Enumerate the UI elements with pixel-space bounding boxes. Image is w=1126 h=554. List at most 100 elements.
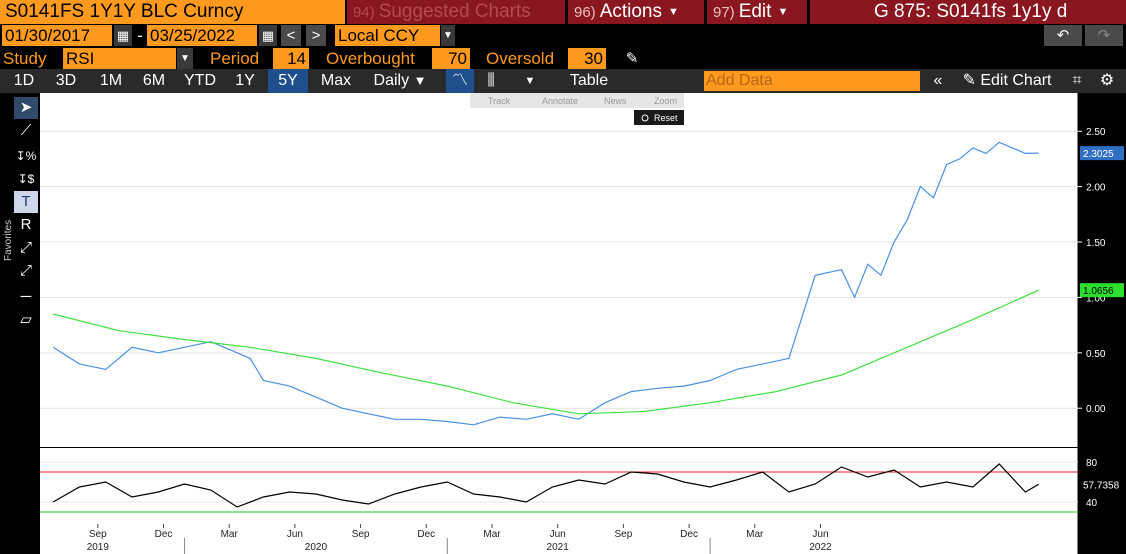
price-tick-label: 1.00 [1086, 293, 1106, 304]
price-tool-icon[interactable]: ↧$ [17, 172, 35, 186]
cursor-icon[interactable]: ➤ [14, 97, 38, 119]
start-date-field[interactable]: 01/30/2017 [2, 25, 112, 46]
edit-chart-button[interactable]: ✎ Edit Chart [952, 69, 1062, 93]
moving-average-tag-bg [1080, 283, 1124, 298]
price-panel-bg [40, 93, 1078, 447]
calendar-icon[interactable]: ▦ [114, 25, 132, 46]
last-price-tag-bg [1080, 146, 1124, 161]
pencil-icon[interactable]: ✎ [625, 50, 639, 67]
annotate-button[interactable]: Annotate [542, 96, 578, 106]
reset-icon [641, 114, 649, 122]
last-price-tag: 2.3025 [1083, 149, 1114, 160]
range-button-3d[interactable]: 3D [55, 72, 77, 89]
channel-icon[interactable]: ▱ [20, 311, 32, 328]
range-button-5y[interactable]: 5Y [268, 69, 308, 93]
candlestick-icon[interactable]: ⫼ [487, 72, 495, 89]
range-button-ytd[interactable]: YTD [184, 72, 216, 89]
range-toolbar [0, 69, 1126, 93]
edit-number: 97) [713, 4, 735, 21]
x-month-label: Sep [352, 529, 370, 540]
price-tick-label: 0.00 [1086, 404, 1106, 415]
next-period-button[interactable]: > [306, 25, 326, 46]
period-field[interactable]: 14 [273, 48, 309, 69]
gear-icon[interactable]: ⚙ [1099, 72, 1115, 89]
x-month-label: Sep [614, 529, 632, 540]
period-label: Period [210, 49, 260, 68]
chevron-down-icon[interactable]: ▼ [524, 75, 536, 87]
x-year-label: 2022 [809, 542, 832, 553]
range-button-1m[interactable]: 1M [99, 72, 123, 89]
x-month-label: Jun [812, 529, 828, 540]
range-button-1d[interactable]: 1D [13, 72, 35, 89]
pencil-icon: ✎ [962, 72, 976, 89]
actions-button[interactable]: 96) Actions ▼ [568, 0, 704, 24]
regression-icon[interactable]: R [20, 216, 32, 233]
add-data-input[interactable]: Add Data [704, 71, 920, 91]
undo-icon[interactable]: ↶ [1044, 25, 1082, 46]
x-month-label: Dec [680, 529, 698, 540]
x-month-label: Jun [287, 529, 303, 540]
x-year-label: 2021 [547, 542, 570, 553]
horizontal-line-icon[interactable]: ─ [20, 288, 32, 305]
suggested-charts-number: 94) [353, 4, 375, 21]
chevron-down-icon: ▼ [413, 73, 427, 88]
oversold-label: Oversold [486, 49, 555, 68]
rsi-tick-label: 80 [1086, 458, 1098, 469]
moving-average-tag: 1.0656 [1083, 286, 1114, 297]
text-tool-icon[interactable]: T [14, 191, 38, 213]
frequency-select[interactable]: Daily ▼ [362, 69, 438, 93]
suggested-charts-button[interactable]: 94) Suggested Charts [347, 0, 565, 24]
zoom-button[interactable]: Zoom [654, 96, 677, 106]
end-date-field[interactable]: 03/25/2022 [147, 25, 257, 46]
price-tick-label: 0.50 [1086, 349, 1106, 360]
range-button-max[interactable]: Max [320, 72, 352, 89]
overlay-toolbar: Track Annotate News Zoom Reset [470, 93, 684, 125]
ray-icon[interactable]: ⤢ [19, 262, 32, 279]
rsi-tick-label: 40 [1086, 498, 1098, 509]
prev-period-button[interactable]: < [281, 25, 301, 46]
chevron-down-icon[interactable]: ▼ [441, 25, 455, 46]
trendline-icon[interactable]: ⤢ [19, 239, 32, 256]
overbought-field[interactable]: 70 [432, 48, 470, 69]
x-month-label: Dec [417, 529, 435, 540]
draw-icon[interactable]: ⌗ [1072, 72, 1082, 89]
chevron-down-icon[interactable]: ▼ [177, 48, 193, 69]
study-select[interactable]: RSI [63, 48, 176, 69]
x-axis-panel [40, 524, 1078, 554]
rsi-value-tag: 57.7358 [1083, 480, 1120, 491]
oversold-field[interactable]: 30 [568, 48, 606, 69]
edit-button[interactable]: 97) Edit ▼ [707, 0, 807, 24]
frequency-label: Daily [373, 72, 410, 89]
percent-tool-icon[interactable]: ↧% [15, 149, 37, 163]
collapse-icon[interactable]: « [933, 72, 943, 89]
drawing-toolbar [0, 93, 40, 554]
chevron-down-icon: ▼ [777, 6, 789, 18]
x-month-label: Mar [746, 529, 764, 540]
redo-icon[interactable]: ↷ [1085, 25, 1123, 46]
rsi-line [52, 463, 1039, 508]
news-button[interactable]: News [604, 96, 627, 106]
x-year-label: 2019 [87, 542, 110, 553]
suggested-charts-label: Suggested Charts [378, 1, 531, 22]
moving-average-line [52, 289, 1039, 415]
range-button-1y[interactable]: 1Y [235, 72, 255, 89]
table-button[interactable]: Table [569, 72, 609, 89]
x-month-label: Mar [483, 529, 501, 540]
price-chart[interactable]: 2.50 2.00 1.50 1.00 0.50 0.00 80 40 Sep Dec Mar Jun… [0, 93, 1126, 554]
security-ticker[interactable]: S0141FS 1Y1Y BLC Curncy [0, 0, 345, 24]
calendar-icon[interactable]: ▦ [259, 25, 277, 46]
reset-button[interactable]: Reset [654, 113, 678, 123]
range-button-6m[interactable]: 6M [142, 72, 166, 89]
track-button[interactable]: Track [488, 96, 511, 106]
line-tool-icon[interactable]: ⟋ [20, 122, 32, 139]
x-month-label: Dec [155, 529, 173, 540]
currency-select[interactable]: Local CCY [335, 25, 440, 46]
rsi-panel-bg [40, 448, 1078, 524]
price-tick-label: 2.00 [1086, 183, 1106, 194]
x-month-label: Mar [221, 529, 239, 540]
chart-title: G 875: S0141fs 1y1y d [810, 0, 1126, 24]
overbought-label: Overbought [326, 49, 415, 68]
line-chart-icon[interactable]: 〽 [446, 69, 474, 93]
price-line [52, 141, 1039, 426]
actions-label: Actions [599, 1, 662, 22]
